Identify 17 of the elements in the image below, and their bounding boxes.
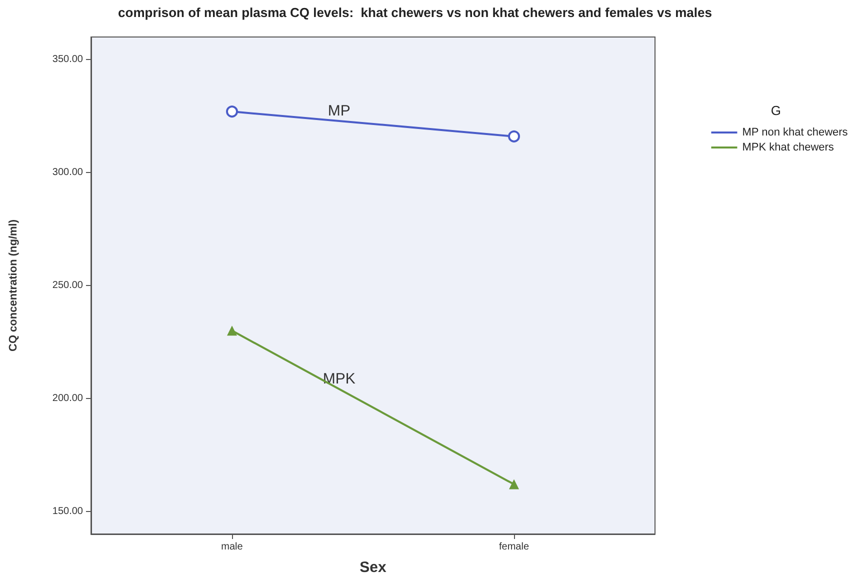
legend-title: G — [770, 103, 782, 118]
annotation: MP — [328, 102, 350, 120]
annotation: MPK — [322, 370, 356, 388]
x-tick-label: female — [498, 542, 530, 552]
chart-title: comprison of mean plasma CQ levels: khat chewers vs non khat chewers and females vs males — [118, 5, 712, 20]
y-tick-label: 150.00 — [52, 506, 84, 517]
x-tick-label: male — [221, 542, 244, 552]
y-tick-label: 300.00 — [52, 167, 84, 178]
y-tick-label: 200.00 — [52, 392, 84, 404]
legend-label: MPK khat chewers — [742, 142, 834, 154]
legend-label: MP non khat chewers — [742, 126, 848, 138]
point — [226, 106, 238, 118]
point — [508, 130, 520, 142]
y-tick-label: 250.00 — [52, 280, 84, 291]
y-tick-label: 350.00 — [52, 54, 84, 66]
y-axis-title: CQ concentration (ng/ml) — [8, 219, 20, 352]
x-axis-title: Sex — [360, 559, 387, 576]
